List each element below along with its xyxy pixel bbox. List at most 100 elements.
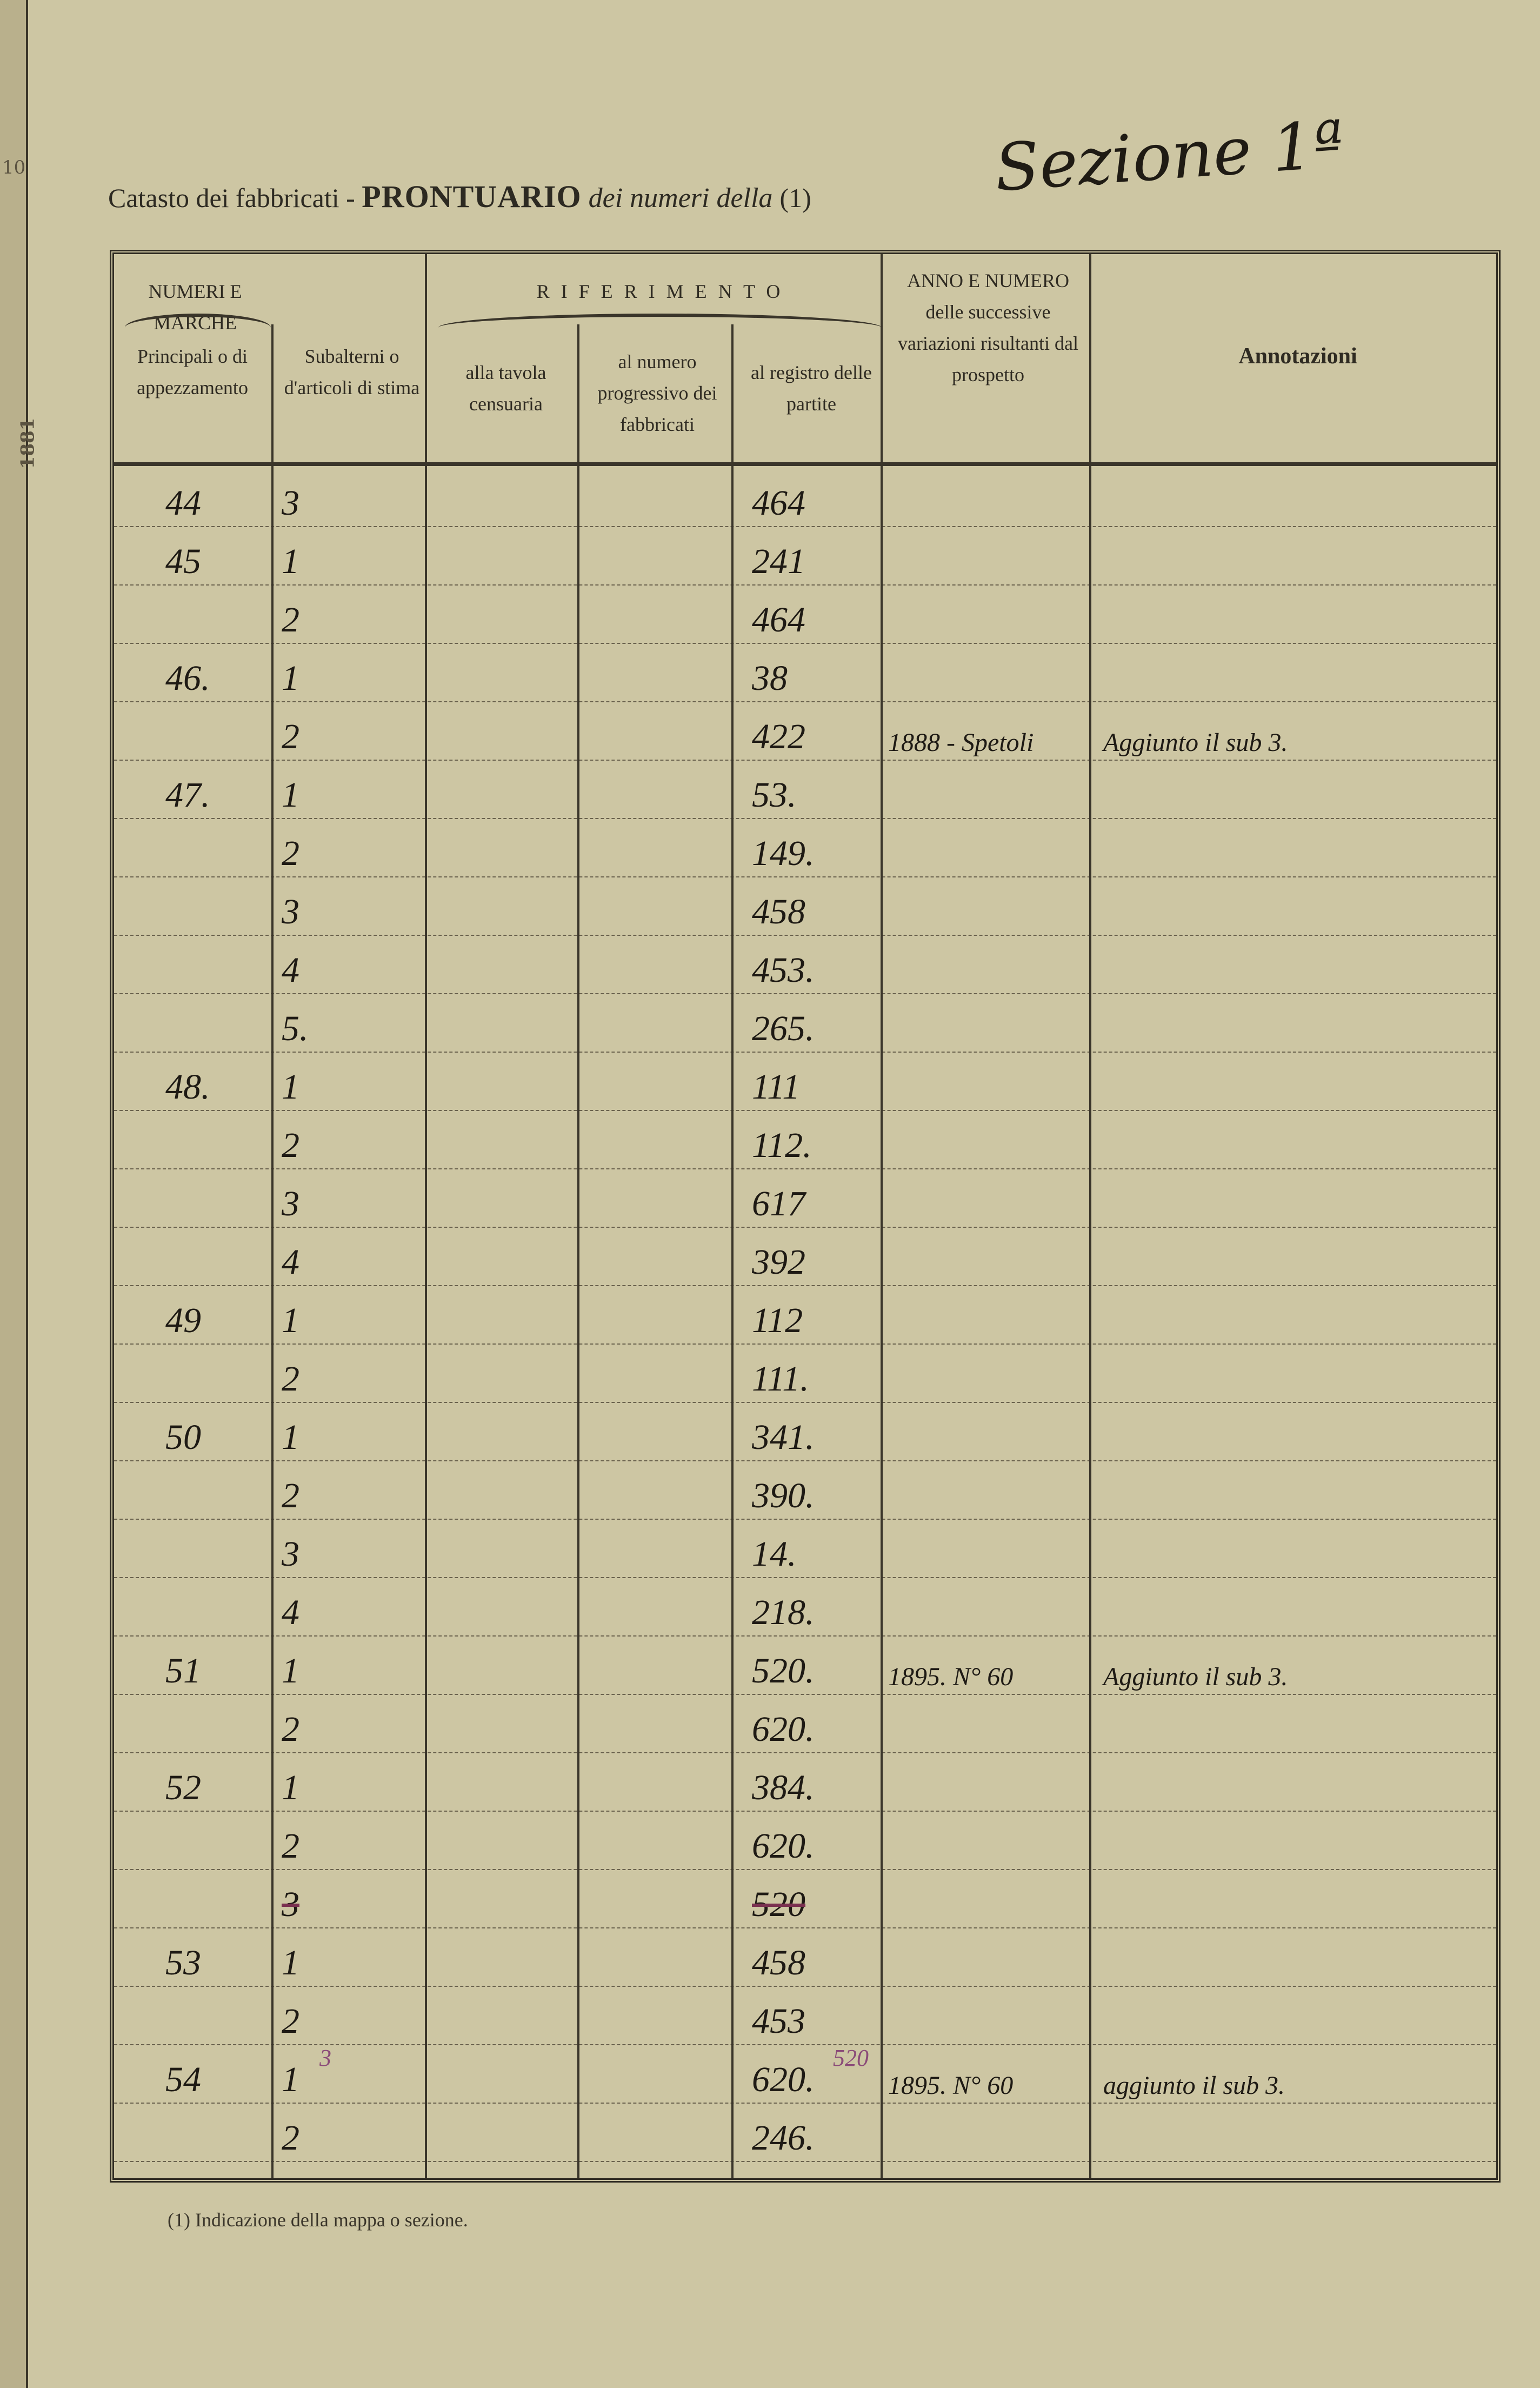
column-divider	[1089, 254, 1091, 2178]
registro-cell: 620.	[752, 2060, 815, 2099]
subalterno-cell: 4	[282, 1242, 299, 1282]
subalterno-cell: 3	[282, 483, 299, 523]
registro-cell: 617	[752, 1184, 805, 1223]
header-brace	[438, 314, 882, 328]
title-italic: dei numeri della	[581, 183, 780, 214]
registro-cell: 241	[752, 542, 805, 581]
subalterno-cell: 1	[282, 2060, 299, 2099]
principale-cell: 45	[165, 542, 201, 581]
table-row: 54 1 620. 1895. N° 60 aggiunto il sub 3. 3 520	[114, 2044, 1496, 2104]
table-row: 2 422 1888 - Spetoli Aggiunto il sub 3.	[114, 701, 1496, 761]
registro-cell: 464	[752, 483, 805, 523]
registro-cell: 14.	[752, 1534, 797, 1574]
margin-mark: 10	[2, 157, 26, 178]
subalterno-cell: 3	[282, 1885, 299, 1924]
registro-cell: 453.	[752, 950, 815, 990]
table-row: 2 112.	[114, 1110, 1496, 1169]
registro-cell: 458	[752, 892, 805, 932]
column-divider	[731, 324, 734, 2178]
registro-cell: 112	[752, 1301, 803, 1340]
subalterno-cell: 2	[282, 1826, 299, 1866]
table-row: 53 1 458	[114, 1927, 1496, 1987]
subalterno-cell: 1	[282, 658, 299, 698]
registro-cell: 341.	[752, 1418, 815, 1457]
table-row: 2 149.	[114, 818, 1496, 877]
registro-cell: 38	[752, 658, 788, 698]
footnote: (1) Indicazione della mappa o sezione.	[168, 2209, 468, 2231]
table-row: 4 392	[114, 1227, 1496, 1286]
annotazioni-cell: Aggiunto il sub 3.	[1103, 1662, 1288, 1691]
table-row: 2 453	[114, 1986, 1496, 2045]
principale-cell: 46.	[165, 658, 210, 698]
header-riferimento: R I F E R I M E N T O	[536, 281, 784, 302]
table-row: 44 3 464	[114, 468, 1496, 527]
header-annotazioni: Annotazioni	[1238, 344, 1357, 369]
registro-cell: 422	[752, 717, 805, 756]
subalterno-cell: 2	[282, 1709, 299, 1749]
subalterno-cell: 1	[282, 775, 299, 815]
table-row: 2 390.	[114, 1460, 1496, 1520]
header-al-numero: al numero progressivo dei fabbricati	[597, 351, 717, 435]
margin-mark: 1881	[17, 417, 39, 469]
registro-cell: 384.	[752, 1768, 815, 1807]
column-divider	[577, 324, 579, 2178]
table-row: 47. 1 53.	[114, 760, 1496, 819]
table-row: 2 620.	[114, 1694, 1496, 1753]
table-row: 3 458	[114, 876, 1496, 936]
table-row: 48. 1 111	[114, 1052, 1496, 1111]
page-title: Catasto dei fabbricati - PRONTUARIO dei …	[108, 178, 811, 215]
header-brace	[125, 314, 271, 328]
subalterno-cell: 1	[282, 1943, 299, 1983]
registro-cell: 218.	[752, 1593, 815, 1632]
principale-cell: 49	[165, 1301, 201, 1340]
registro-cell: 620.	[752, 1709, 815, 1749]
header-alla-tavola: alla tavola censuaria	[465, 362, 546, 415]
registro-cell: 246.	[752, 2118, 815, 2158]
table-row: 45 1 241	[114, 526, 1496, 586]
table-row: 50 1 341.	[114, 1402, 1496, 1461]
subalterno-cell: 2	[282, 2001, 299, 2041]
anno-numero-cell: 1895. N° 60	[888, 2071, 1014, 2100]
subalterno-cell: 2	[282, 717, 299, 756]
subalterno-cell: 4	[282, 950, 299, 990]
table-row: 3 520	[114, 1869, 1496, 1928]
subalterno-correction: 3	[319, 2045, 331, 2071]
registro-cell: 111.	[752, 1359, 809, 1399]
annotazioni-cell: aggiunto il sub 3.	[1103, 2071, 1285, 2100]
subalterno-cell: 1	[282, 1768, 299, 1807]
table-row: 2 111.	[114, 1343, 1496, 1403]
column-divider	[271, 324, 274, 2178]
table-row: 2 620.	[114, 1811, 1496, 1870]
subalterno-cell: 2	[282, 834, 299, 873]
registro-cell: 520	[752, 1885, 805, 1924]
principale-cell: 44	[165, 483, 201, 523]
registro-cell: 265.	[752, 1009, 815, 1048]
column-divider	[881, 254, 883, 2178]
anno-numero-cell: 1888 - Spetoli	[888, 728, 1034, 757]
subalterno-cell: 2	[282, 600, 299, 640]
table-row: 2 246.	[114, 2103, 1496, 2162]
registro-cell: 111	[752, 1067, 801, 1107]
table-row: 4 453.	[114, 935, 1496, 994]
subalterno-cell: 1	[282, 542, 299, 581]
title-ref: (1)	[779, 183, 811, 213]
principale-cell: 50	[165, 1418, 201, 1457]
sezione-handwritten: Sezione 1ª	[992, 107, 1346, 207]
registro-cell: 112.	[752, 1126, 812, 1165]
subalterno-cell: 3	[282, 1184, 299, 1223]
registro-cell: 53.	[752, 775, 797, 815]
subalterno-cell: 3	[282, 1534, 299, 1574]
subalterno-cell: 3	[282, 892, 299, 932]
subalterno-cell: 2	[282, 1359, 299, 1399]
registro-cell: 390.	[752, 1476, 815, 1515]
table-row: 5. 265.	[114, 993, 1496, 1053]
table-row: 52 1 384.	[114, 1752, 1496, 1812]
registro-cell: 520.	[752, 1651, 815, 1691]
principale-cell: 54	[165, 2060, 201, 2099]
column-divider	[425, 254, 427, 2178]
principale-cell: 51	[165, 1651, 201, 1691]
table-row: 3 617	[114, 1168, 1496, 1228]
subalterno-cell: 4	[282, 1593, 299, 1632]
header-anno-numero: ANNO E NUMERO delle successive variazion…	[898, 270, 1078, 385]
principale-cell: 47.	[165, 775, 210, 815]
